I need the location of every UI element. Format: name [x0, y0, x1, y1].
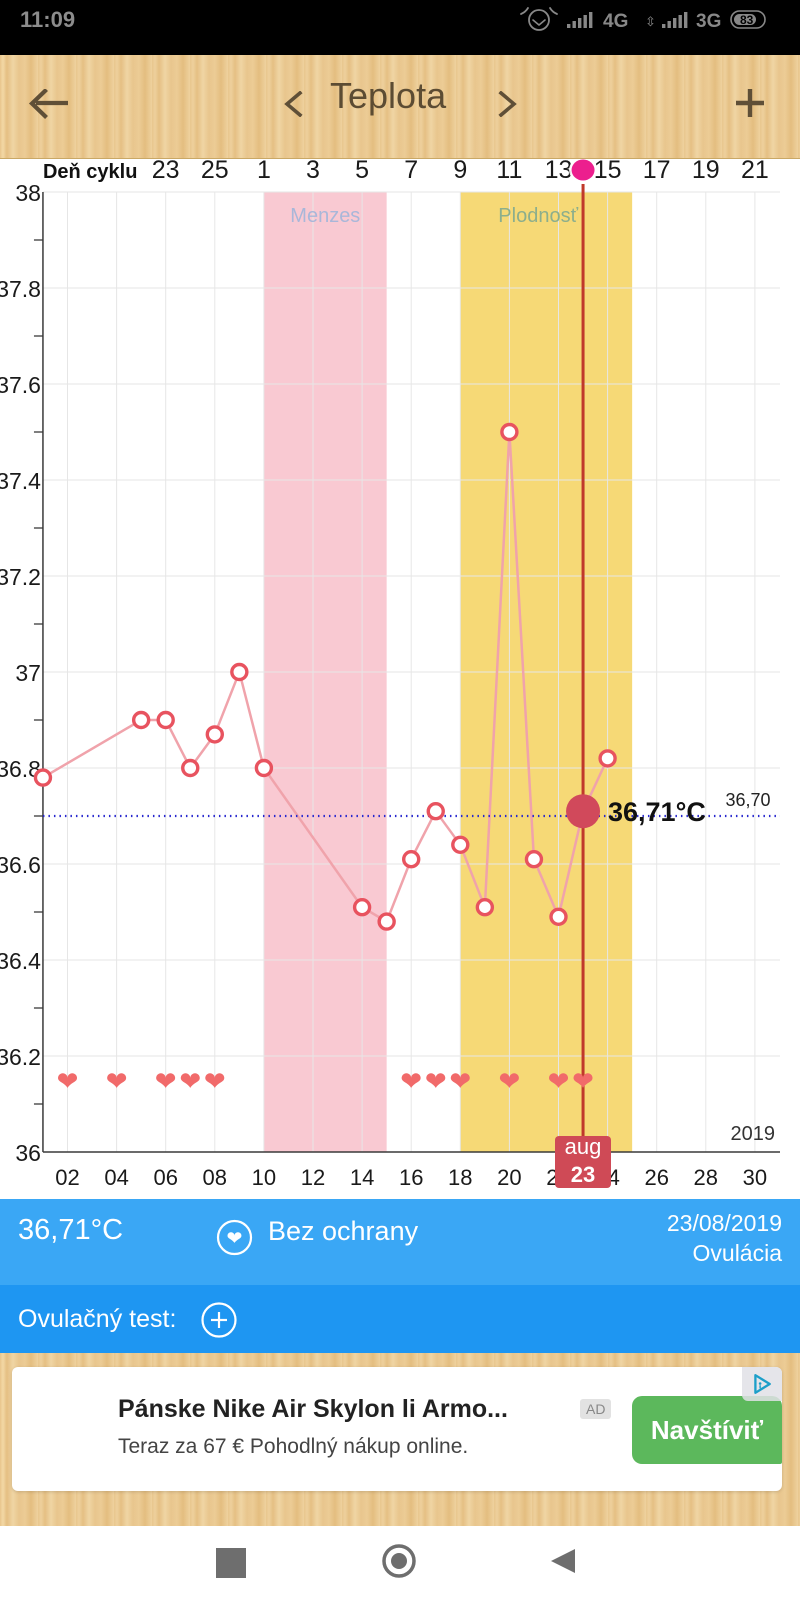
svg-text:36,71°C: 36,71°C: [608, 797, 706, 827]
svg-text:08: 08: [203, 1165, 227, 1190]
svg-text:28: 28: [694, 1165, 718, 1190]
svg-text:37: 37: [15, 660, 41, 686]
svg-text:13: 13: [545, 159, 573, 184]
svg-text:14: 14: [350, 1165, 374, 1190]
svg-text:17: 17: [643, 159, 671, 184]
svg-text:06: 06: [153, 1165, 177, 1190]
svg-text:36.4: 36.4: [0, 948, 41, 974]
svg-text:36.6: 36.6: [0, 852, 41, 878]
svg-text:37.2: 37.2: [0, 564, 41, 590]
svg-text:10: 10: [252, 1165, 276, 1190]
svg-text:16: 16: [399, 1165, 423, 1190]
svg-text:❤: ❤: [449, 1066, 471, 1096]
svg-text:36,70: 36,70: [725, 790, 770, 810]
svg-text:❤: ❤: [179, 1066, 201, 1096]
svg-text:36: 36: [15, 1140, 41, 1166]
svg-text:83: 83: [740, 13, 754, 27]
svg-text:15: 15: [594, 159, 622, 184]
svg-text:3G: 3G: [696, 11, 721, 32]
svg-text:❤: ❤: [227, 1229, 243, 1250]
svg-text:21: 21: [741, 159, 769, 184]
svg-text:❤: ❤: [400, 1066, 422, 1096]
svg-text:❤: ❤: [548, 1066, 570, 1096]
svg-text:1: 1: [257, 159, 271, 184]
svg-text:aug: aug: [565, 1134, 602, 1159]
svg-text:37.8: 37.8: [0, 276, 41, 302]
svg-text:04: 04: [104, 1165, 128, 1190]
svg-text:❤: ❤: [572, 1066, 594, 1096]
svg-text:Deň cyklu: Deň cyklu: [43, 161, 137, 183]
svg-text:❤: ❤: [499, 1066, 521, 1096]
svg-text:2019: 2019: [731, 1123, 776, 1145]
svg-text:19: 19: [692, 159, 720, 184]
svg-text:23: 23: [152, 159, 180, 184]
svg-text:38: 38: [15, 180, 41, 206]
svg-text:5: 5: [355, 159, 369, 184]
svg-text:3: 3: [306, 159, 320, 184]
svg-text:37.6: 37.6: [0, 372, 41, 398]
svg-text:❤: ❤: [106, 1066, 128, 1096]
svg-text:25: 25: [201, 159, 229, 184]
svg-text:12: 12: [301, 1165, 325, 1190]
svg-text:18: 18: [448, 1165, 472, 1190]
svg-text:4G: 4G: [603, 11, 628, 32]
svg-text:02: 02: [55, 1165, 79, 1190]
svg-text:26: 26: [644, 1165, 668, 1190]
svg-text:Menzes: Menzes: [290, 205, 360, 227]
svg-text:⇳: ⇳: [645, 14, 656, 29]
svg-text:23: 23: [571, 1162, 595, 1187]
svg-text:❤: ❤: [425, 1066, 447, 1096]
svg-text:20: 20: [497, 1165, 521, 1190]
svg-text:Plodnosť: Plodnosť: [498, 205, 578, 227]
svg-text:9: 9: [453, 159, 467, 184]
svg-text:❤: ❤: [204, 1066, 226, 1096]
svg-text:11: 11: [496, 159, 522, 184]
svg-text:7: 7: [404, 159, 418, 184]
svg-text:36.2: 36.2: [0, 1044, 41, 1070]
svg-text:❤: ❤: [57, 1066, 79, 1096]
svg-text:❤: ❤: [155, 1066, 177, 1096]
svg-text:30: 30: [743, 1165, 767, 1190]
svg-text:37.4: 37.4: [0, 468, 41, 494]
